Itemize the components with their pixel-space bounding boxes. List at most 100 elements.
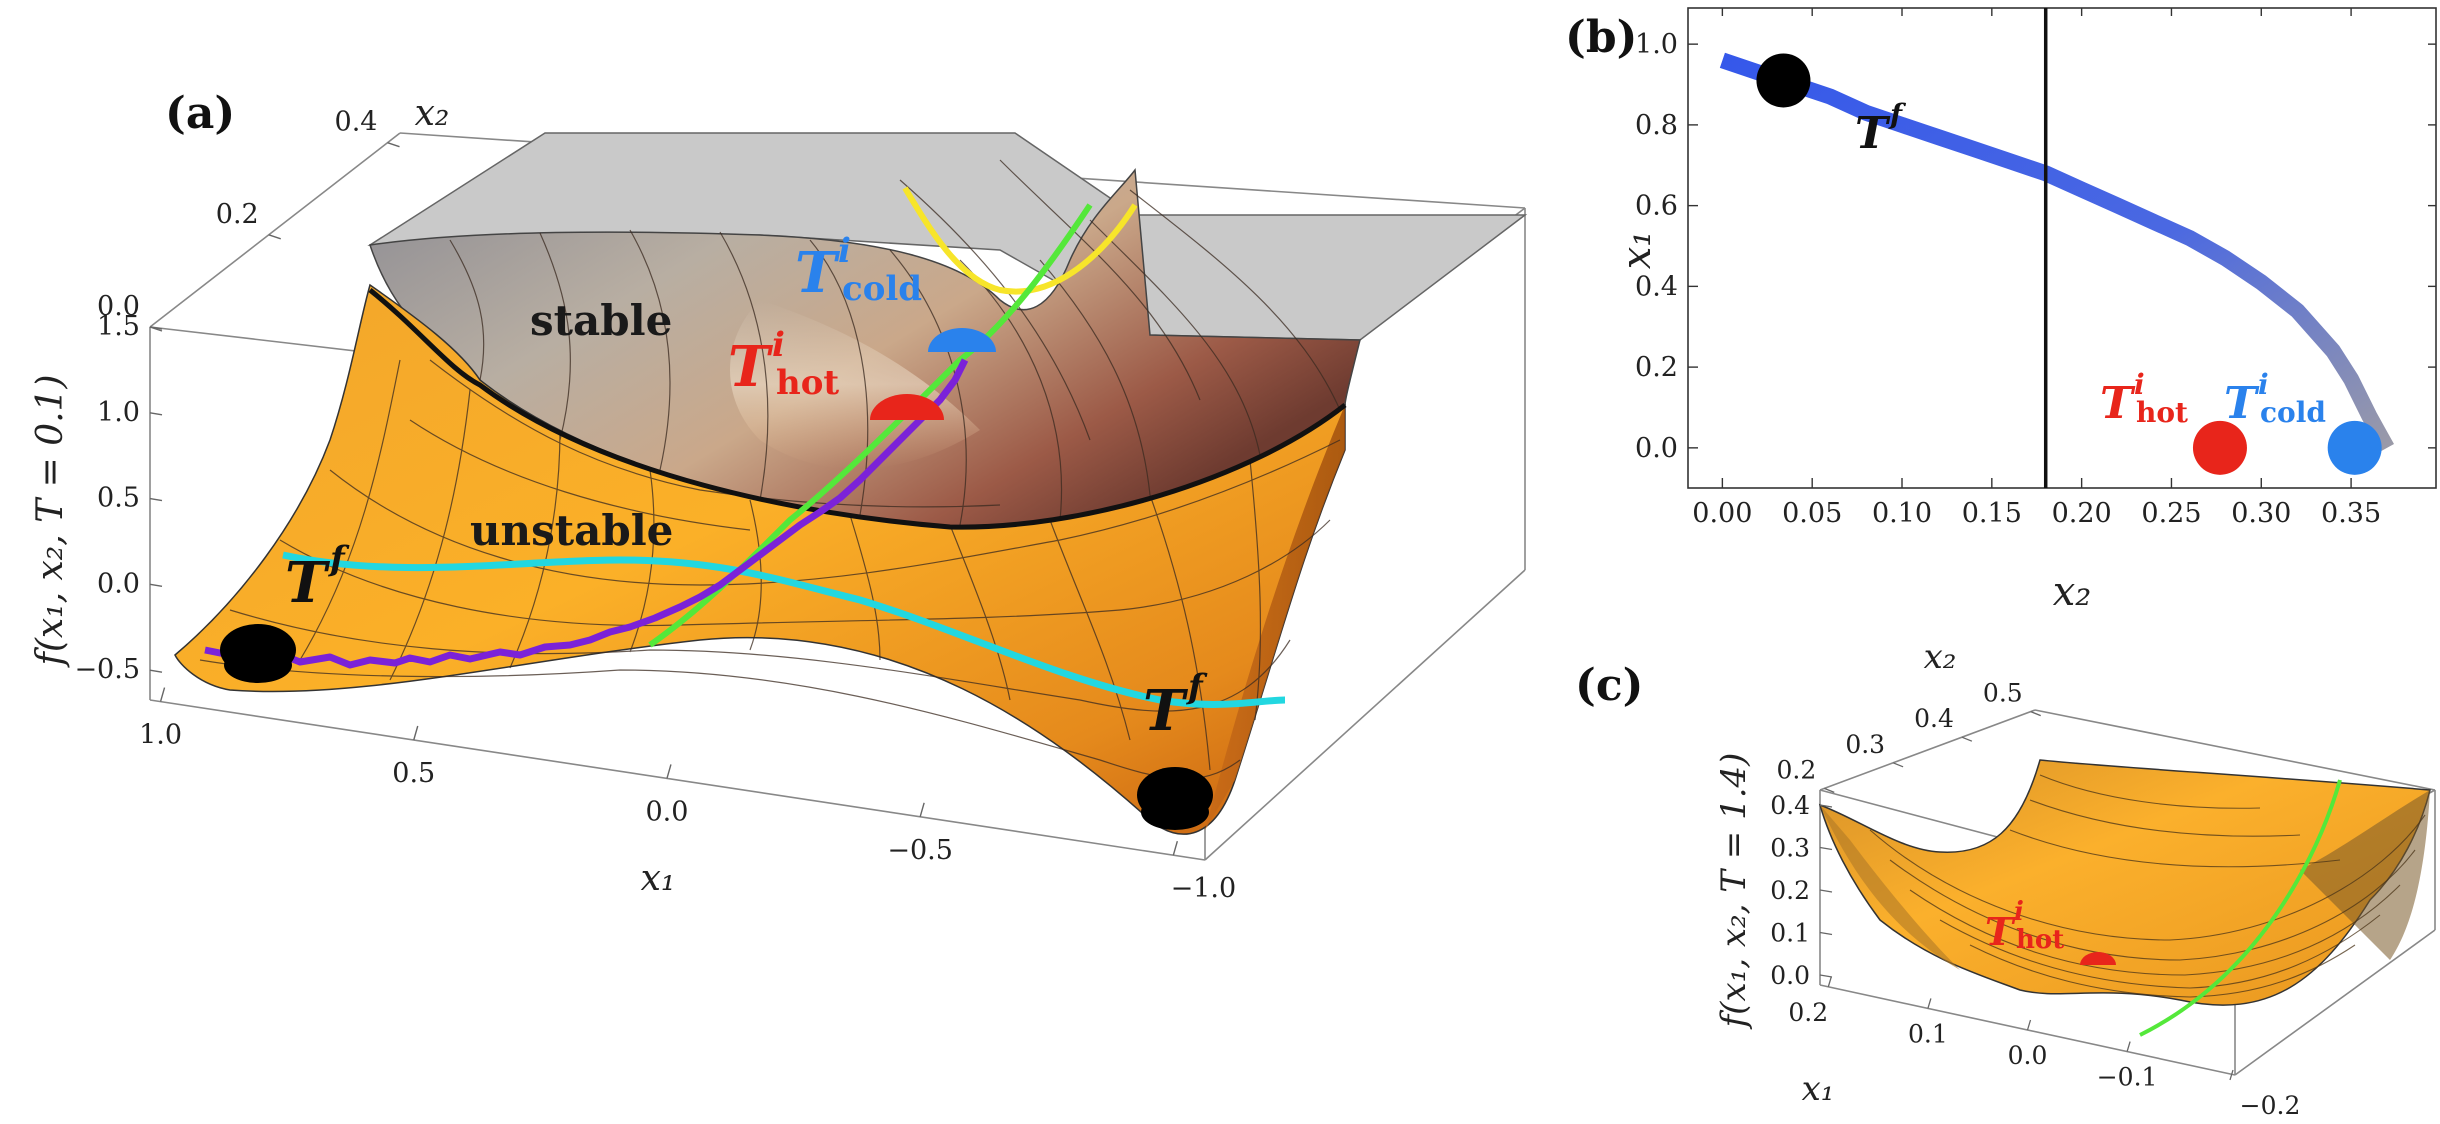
panel-a-x-label: x₁ (641, 858, 676, 899)
x-tick-label: 0.0 (645, 796, 688, 827)
y-tick-label: 1.0 (1635, 29, 1678, 60)
y-tick-label: 0.2 (1777, 755, 1817, 784)
panel-a-x-ticks: 1.0 0.5 0.0 −0.5 −1.0 (139, 687, 1237, 904)
x-tick-mark (159, 687, 166, 702)
panel-a-side-shade (1205, 405, 1345, 830)
svg-text:T: T (285, 550, 331, 616)
panel-a-minimum-right (1137, 767, 1213, 830)
z-tick-label: 0.4 (1770, 791, 1810, 820)
hot-point (2192, 420, 2247, 475)
y-tick-label: 0.6 (1635, 191, 1678, 222)
upper-branch-line (1719, 52, 2394, 452)
svg-text:T: T (795, 240, 841, 306)
z-tick-label: 0.0 (1770, 961, 1810, 990)
panel-c-left-shade (1820, 805, 1960, 970)
panel-c: (c) T i (1575, 637, 2436, 1120)
x-tick-label: −0.1 (2097, 1063, 2158, 1092)
panel-b-series (1719, 8, 2394, 488)
svg-text:i: i (2134, 368, 2145, 401)
panel-c-hot-marker (2080, 952, 2116, 965)
y-tick-mark (1892, 762, 1904, 768)
z-tick-label: 0.1 (1770, 919, 1810, 948)
z-tick-label: 1.0 (97, 397, 140, 428)
x-tick-mark (1927, 998, 1932, 1009)
x-tick-label: −0.2 (2240, 1091, 2301, 1120)
panel-a-hot-marker (870, 394, 944, 420)
z-tick-mark (149, 412, 163, 416)
x-tick-mark (666, 764, 672, 779)
panel-b-points (1756, 53, 2382, 475)
panel-c-y-label: x₂ (1924, 637, 1957, 677)
y-tick-label: 0.8 (1635, 110, 1678, 141)
z-tick-label: 0.5 (97, 483, 140, 514)
panel-c-mesh (1869, 774, 2426, 998)
x-tick-mark (2229, 1069, 2234, 1081)
svg-text:hot: hot (2136, 396, 2188, 429)
z-tick-mark (1819, 804, 1833, 808)
panel-b-y-label: x₁ (1614, 231, 1660, 270)
panel-c-green-path (2139, 779, 2342, 1037)
panel-b-hot-label: T i hot (2100, 368, 2188, 429)
y-tick-mark (149, 326, 163, 332)
panel-c-right-shade (2300, 790, 2430, 960)
svg-text:T: T (1985, 909, 2016, 954)
panel-a-unstable-label: unstable (470, 506, 673, 555)
y-tick-label: 0.0 (1635, 433, 1678, 464)
x-tick-mark (2026, 1019, 2032, 1031)
svg-text:T: T (1855, 108, 1891, 159)
panel-a-tag: (a) (165, 88, 235, 139)
x-tick-label: 0.15 (1962, 498, 2022, 529)
x-tick-label: 0.2 (1788, 998, 1828, 1027)
panel-b-tf-label: T f (1855, 98, 1907, 159)
x-tick-mark (413, 725, 419, 741)
panel-a-cold-marker (928, 328, 996, 352)
svg-text:hot: hot (776, 363, 839, 403)
z-tick-mark (1819, 931, 1833, 936)
x-tick-label: −0.5 (887, 835, 953, 866)
svg-text:T: T (1143, 678, 1189, 744)
panel-a: (a) (30, 88, 1528, 904)
svg-text:hot: hot (2016, 925, 2064, 955)
y-tick-mark (1824, 787, 1835, 794)
x-tick-label: 0.20 (2052, 498, 2112, 529)
panel-b-tag: (b) (1565, 12, 1637, 63)
panel-a-y-label: x₂ (415, 93, 450, 134)
y-tick-label: 0.2 (216, 199, 259, 230)
panel-b-x-label: x₂ (2053, 569, 2092, 615)
y-tick-label: 0.4 (335, 107, 378, 138)
x-tick-mark (1827, 976, 1832, 987)
z-tick-mark (1819, 846, 1833, 851)
panel-b-ticks: 0.00 0.05 0.10 0.15 0.20 0.25 0.30 0.35 0.0 0.2 0.… (1635, 8, 2436, 529)
panel-a-hot-label: T i hot (728, 325, 839, 403)
x-tick-mark (2126, 1041, 2131, 1052)
y-tick-label: 0.5 (1983, 679, 2023, 708)
svg-text:i: i (2014, 897, 2024, 927)
panel-a-z-label: f(x₁, x₂, T = 0.1) (30, 375, 71, 669)
svg-text:cold: cold (842, 269, 922, 309)
x-tick-label: 0.00 (1692, 498, 1752, 529)
y-tick-label: 0.4 (1914, 704, 1954, 733)
panel-c-tag: (c) (1575, 660, 1643, 711)
x-tick-label: 0.1 (1908, 1019, 1948, 1048)
panel-a-tf-label-left: T f (285, 539, 350, 616)
panel-a-minimum-left (220, 624, 296, 683)
svg-text:T: T (728, 334, 774, 400)
x-tick-label: 0.25 (2141, 498, 2201, 529)
panel-a-y-ticks: 0.0 0.2 0.4 (97, 107, 400, 332)
svg-text:f: f (328, 539, 350, 579)
svg-text:i: i (838, 231, 851, 271)
panel-a-top-plane (367, 132, 1528, 341)
panel-a-purple-path (204, 358, 969, 669)
svg-text:i: i (772, 325, 785, 365)
x-tick-label: −1.0 (1171, 873, 1237, 904)
tf-point (1756, 53, 1811, 108)
x-tick-mark (1172, 841, 1179, 856)
panel-a-z-ticks: 1.5 1.0 0.5 0.0 −0.5 (74, 311, 163, 685)
z-tick-mark (1819, 974, 1833, 978)
panel-a-cyan-curve (282, 551, 1286, 708)
z-tick-mark (1819, 889, 1833, 893)
x-tick-label: 1.0 (139, 720, 182, 751)
y-tick-mark (387, 142, 400, 148)
x-tick-mark (919, 802, 925, 817)
